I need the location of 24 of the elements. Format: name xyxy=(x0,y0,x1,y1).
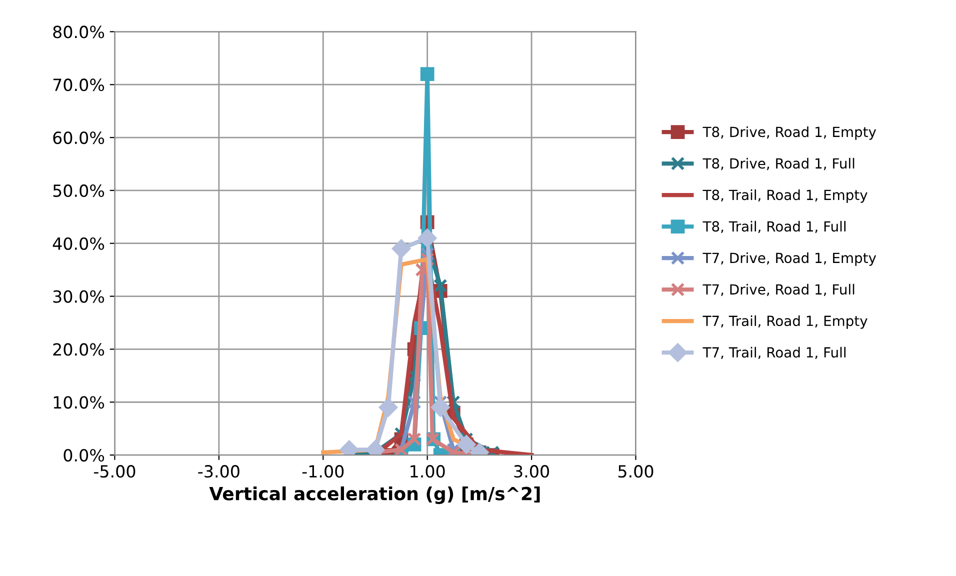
x-tick-label: -5.00 xyxy=(94,465,136,478)
y-tick-label: 10.0% xyxy=(54,396,104,409)
legend-label: T8, Trail, Road 1, Empty xyxy=(702,189,868,203)
legend-label: T8, Trail, Road 1, Full xyxy=(702,220,846,234)
x-tick-label: 3.00 xyxy=(514,465,549,478)
y-tick-label: 70.0% xyxy=(53,78,104,92)
x-tick-label: -3.00 xyxy=(198,465,240,478)
x-tick-label: 1.00 xyxy=(410,465,445,478)
legend-label: T7, Trail, Road 1, Full xyxy=(702,346,846,360)
y-tick-label: 20.0% xyxy=(53,343,104,356)
y-tick-label: 80.0% xyxy=(53,26,104,38)
y-tick-label: 50.0% xyxy=(53,184,104,198)
x-tick-label: 5.00 xyxy=(618,465,654,478)
x-axis-title: Vertical acceleration (g) [m/s^2] xyxy=(209,486,540,504)
legend-label: T8, Drive, Road 1, Full xyxy=(702,158,854,170)
x-tick-label: -1.00 xyxy=(302,465,344,478)
y-tick-label: 60.0% xyxy=(53,131,104,144)
y-tick-label: 30.0% xyxy=(53,290,104,303)
legend-label: T7, Drive, Road 1, Empty xyxy=(702,252,876,266)
y-tick-label: 40.0% xyxy=(52,237,104,250)
legend-label: T8, Drive, Road 1, Empty xyxy=(702,126,876,140)
y-tick-label: 0.0% xyxy=(64,449,104,462)
legend-label: T7, Drive, Road 1, Full xyxy=(702,284,854,296)
legend-label: T7, Trail, Road 1, Empty xyxy=(702,315,868,329)
